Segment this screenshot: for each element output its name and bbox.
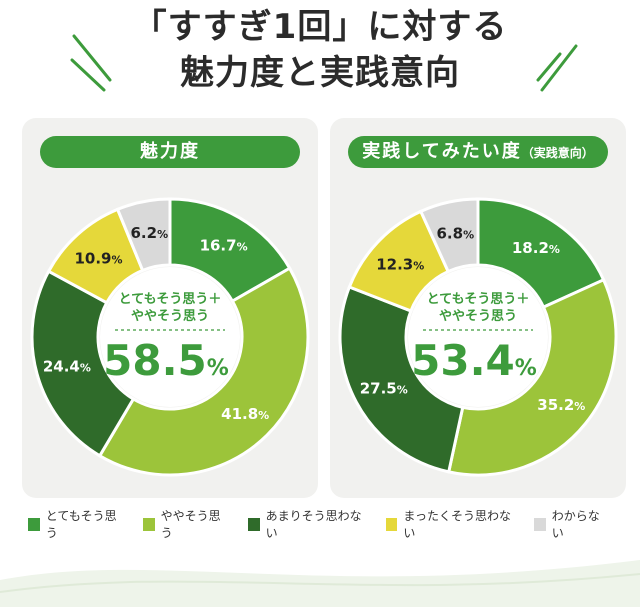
title-line-2: 魅力度と実践意向: [180, 53, 460, 93]
intention-slice-not-much: [338, 285, 465, 474]
legend-label: まったくそう思わない: [403, 509, 511, 540]
appeal-label-dont-know: 6.2%: [130, 224, 168, 242]
chart-legend: とてもそう思う ややそう思う あまりそう思わない まったくそう思わない わからない: [28, 509, 628, 540]
appeal-slice-not-much: [30, 269, 136, 458]
intention-label-very-agree: 18.2%: [512, 239, 560, 257]
intention-slice-very-agree: [476, 197, 606, 310]
legend-swatch: [385, 517, 398, 531]
appeal-label-somewhat-agree: 41.8%: [221, 405, 269, 423]
bottom-wave-decoration: [0, 560, 640, 607]
intention-label-dont-know: 6.8%: [437, 224, 475, 242]
legend-label: あまりそう思わない: [265, 509, 362, 540]
legend-label: わからない: [551, 509, 600, 540]
appeal-label-not-at-all: 10.9%: [74, 249, 122, 267]
intention-label-not-much: 27.5%: [360, 380, 408, 398]
legend-item-very-agree: とてもそう思う: [28, 507, 121, 541]
appeal-slice-dont-know: [115, 197, 172, 273]
legend-swatch: [28, 517, 40, 531]
appeal-center: [100, 267, 240, 407]
left-decoration-icon: [70, 34, 112, 92]
intention-slice-dont-know: [418, 197, 480, 274]
appeal-center-caption-1: とてもそう思う＋: [119, 292, 222, 307]
legend-label: とてもそう思う: [45, 509, 117, 540]
intention-title-small: （実践意向）: [521, 146, 594, 160]
legend-swatch: [142, 517, 155, 531]
appeal-chart-title: 魅力度: [40, 136, 300, 168]
legend-item-dont-know: わからない: [533, 507, 606, 541]
appeal-panel: 魅力度 16.7% 41.8% 24.4% 10.9% 6.2% とてもそう思う＋ ややそう…: [22, 118, 318, 498]
appeal-label-very-agree: 16.7%: [200, 236, 248, 254]
appeal-center-value: 58.5%: [103, 336, 229, 385]
intention-label-not-at-all: 12.3%: [376, 256, 424, 274]
intention-center-caption-1: とてもそう思う＋: [427, 292, 530, 307]
title-line-1: 「すすぎ1回」に対する: [132, 7, 508, 47]
legend-label: ややそう思う: [160, 509, 221, 540]
intention-center-caption-2: ややそう思う: [439, 309, 517, 324]
appeal-title-text: 魅力度: [140, 141, 200, 162]
legend-item-not-at-all: まったくそう思わない: [385, 507, 512, 541]
right-decoration-icon: [536, 44, 578, 92]
legend-swatch: [247, 517, 260, 531]
intention-slice-somewhat-agree: [446, 277, 618, 477]
legend-item-somewhat-agree: ややそう思う: [142, 507, 226, 541]
appeal-slice-somewhat-agree: [97, 266, 310, 477]
appeal-center-caption-2: ややそう思う: [131, 309, 209, 324]
appeal-donut-chart: 16.7% 41.8% 24.4% 10.9% 6.2% とてもそう思う＋ ややそう思う 58…: [30, 197, 310, 477]
page-title: 「すすぎ1回」に対する 魅力度と実践意向: [0, 4, 640, 96]
intention-donut-chart: 18.2%35.2%27.5%12.3%6.8%とてもそう思う＋ややそう思う53…: [338, 197, 618, 477]
intention-title-text: 実践してみたい度: [362, 141, 522, 162]
legend-item-not-much: あまりそう思わない: [247, 507, 364, 541]
intention-chart-title: 実践してみたい度（実践意向）: [348, 136, 608, 168]
legend-swatch: [533, 517, 546, 531]
intention-panel: 実践してみたい度（実践意向） 18.2% 35.2% 27.5% 12.3% 6.8% と…: [330, 118, 626, 498]
intention-center: [408, 267, 548, 407]
appeal-label-not-much: 24.4%: [43, 358, 91, 376]
intention-label-somewhat-agree: 35.2%: [537, 396, 585, 414]
